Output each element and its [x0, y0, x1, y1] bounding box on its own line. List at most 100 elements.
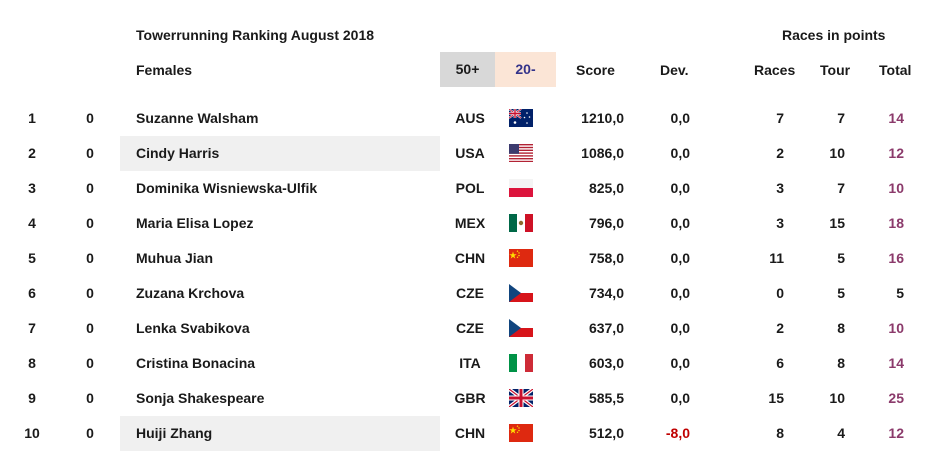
tour-cell: 7 [837, 180, 845, 196]
dev-cell: 0,0 [670, 250, 690, 266]
rank-change-cell: 0 [86, 250, 94, 266]
score-cell: 603,0 [588, 355, 624, 371]
rank-change-cell: 0 [86, 390, 94, 406]
age-20-minus-badge[interactable]: 20- [495, 52, 556, 87]
tour-cell: 8 [837, 355, 845, 371]
rank-change-cell: 0 [86, 355, 94, 371]
tour-cell: 10 [829, 145, 845, 161]
table-row: 9 0 Sonja Shakespeare GBR 585,5 0,0 15 10 25 [0, 381, 927, 416]
country-code: USA [455, 145, 485, 161]
races-cell: 15 [768, 390, 784, 406]
score-cell: 1086,0 [581, 145, 624, 161]
country-code: AUS [455, 110, 485, 126]
country-code: MEX [454, 215, 486, 231]
races-cell: 2 [776, 320, 784, 336]
uk-flag-icon [509, 389, 533, 407]
rank-cell: 6 [28, 285, 36, 301]
rank-change-cell: 0 [86, 180, 94, 196]
total-cell: 16 [888, 250, 904, 266]
china-flag-icon [509, 249, 533, 267]
total-cell: 10 [888, 320, 904, 336]
country-code: CZE [456, 285, 484, 301]
dev-cell: 0,0 [670, 390, 690, 406]
table-row: 4 0 Maria Elisa Lopez MEX 796,0 0,0 3 15 18 [0, 206, 927, 241]
tour-cell: 5 [837, 250, 845, 266]
total-cell: 12 [888, 145, 904, 161]
dev-cell: 0,0 [670, 180, 690, 196]
australia-flag-icon [509, 109, 533, 127]
table-row: 10 0 Huiji Zhang CHN 512,0 -8,0 8 4 12 [0, 416, 927, 451]
poland-flag-icon [509, 179, 533, 197]
rank-cell: 3 [28, 180, 36, 196]
races-in-points-heading: Races in points [782, 27, 886, 43]
country-code: GBR [454, 390, 486, 406]
tour-cell: 10 [829, 390, 845, 406]
races-cell: 7 [776, 110, 784, 126]
rank-cell: 2 [28, 145, 36, 161]
athlete-name[interactable]: Zuzana Krchova [136, 285, 245, 301]
total-cell: 25 [888, 390, 904, 406]
tour-cell: 15 [829, 215, 845, 231]
rank-cell: 10 [24, 425, 40, 441]
score-cell: 796,0 [588, 215, 624, 231]
mexico-flag-icon [509, 214, 533, 232]
country-code: CHN [454, 250, 486, 266]
country-code: CHN [454, 425, 486, 441]
dev-cell: 0,0 [670, 215, 690, 231]
rank-cell: 1 [28, 110, 36, 126]
column-header-dev: Dev. [660, 62, 689, 78]
athlete-name[interactable]: Cindy Harris [136, 145, 220, 161]
athlete-name[interactable]: Dominika Wisniewska-Ulfik [136, 180, 318, 196]
dev-cell: 0,0 [670, 145, 690, 161]
total-cell: 14 [888, 355, 904, 371]
athlete-name[interactable]: Cristina Bonacina [136, 355, 256, 371]
score-cell: 512,0 [588, 425, 624, 441]
rank-change-cell: 0 [86, 110, 94, 126]
table-row: 2 0 Cindy Harris USA 1086,0 0,0 2 10 12 [0, 136, 927, 171]
dev-cell: 0,0 [670, 320, 690, 336]
table-row: 7 0 Lenka Svabikova CZE 637,0 0,0 2 8 10 [0, 311, 927, 346]
total-cell: 5 [896, 285, 904, 301]
italy-flag-icon [509, 354, 533, 372]
athlete-name[interactable]: Muhua Jian [136, 250, 214, 266]
score-cell: 825,0 [588, 180, 624, 196]
table-row: 6 0 Zuzana Krchova CZE 734,0 0,0 0 5 5 [0, 276, 927, 311]
table-row: 3 0 Dominika Wisniewska-Ulfik POL 825,0 0,0 3 7… [0, 171, 927, 206]
athlete-name[interactable]: Sonja Shakespeare [136, 390, 265, 406]
row-highlight [120, 136, 440, 171]
dev-cell: 0,0 [670, 355, 690, 371]
rank-cell: 9 [28, 390, 36, 406]
total-cell: 18 [888, 215, 904, 231]
races-cell: 3 [776, 180, 784, 196]
rank-change-cell: 0 [86, 320, 94, 336]
score-cell: 734,0 [588, 285, 624, 301]
rank-cell: 5 [28, 250, 36, 266]
rank-change-cell: 0 [86, 425, 94, 441]
total-cell: 10 [888, 180, 904, 196]
table-row: 8 0 Cristina Bonacina ITA 603,0 0,0 6 8 14 [0, 346, 927, 381]
column-header-total: Total [879, 62, 912, 78]
athlete-name[interactable]: Maria Elisa Lopez [136, 215, 254, 231]
category-label: Females [136, 62, 193, 78]
athlete-name[interactable]: Lenka Svabikova [136, 320, 250, 336]
tour-cell: 5 [837, 285, 845, 301]
country-code: CZE [456, 320, 484, 336]
page-title: Towerrunning Ranking August 2018 [136, 27, 375, 43]
china-flag-icon [509, 424, 533, 442]
total-cell: 14 [888, 110, 904, 126]
tour-cell: 8 [837, 320, 845, 336]
score-cell: 1210,0 [581, 110, 624, 126]
column-header-score: Score [576, 62, 615, 78]
rank-change-cell: 0 [86, 285, 94, 301]
table-row: 1 0 Suzanne Walsham AUS 1210,0 0,0 7 7 14 [0, 101, 927, 136]
athlete-name[interactable]: Suzanne Walsham [136, 110, 259, 126]
rank-change-cell: 0 [86, 215, 94, 231]
races-cell: 0 [776, 285, 784, 301]
races-cell: 3 [776, 215, 784, 231]
age-50-plus-badge[interactable]: 50+ [440, 52, 495, 87]
athlete-name[interactable]: Huiji Zhang [136, 425, 213, 441]
races-cell: 8 [776, 425, 784, 441]
rank-cell: 4 [28, 215, 36, 231]
table-row: 5 0 Muhua Jian CHN 758,0 0,0 11 5 16 [0, 241, 927, 276]
country-code: POL [455, 180, 485, 196]
